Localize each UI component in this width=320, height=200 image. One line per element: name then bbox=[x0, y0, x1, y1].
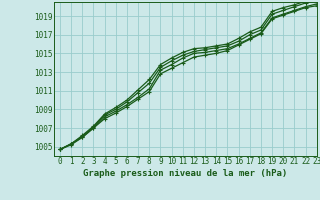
X-axis label: Graphe pression niveau de la mer (hPa): Graphe pression niveau de la mer (hPa) bbox=[84, 169, 288, 178]
